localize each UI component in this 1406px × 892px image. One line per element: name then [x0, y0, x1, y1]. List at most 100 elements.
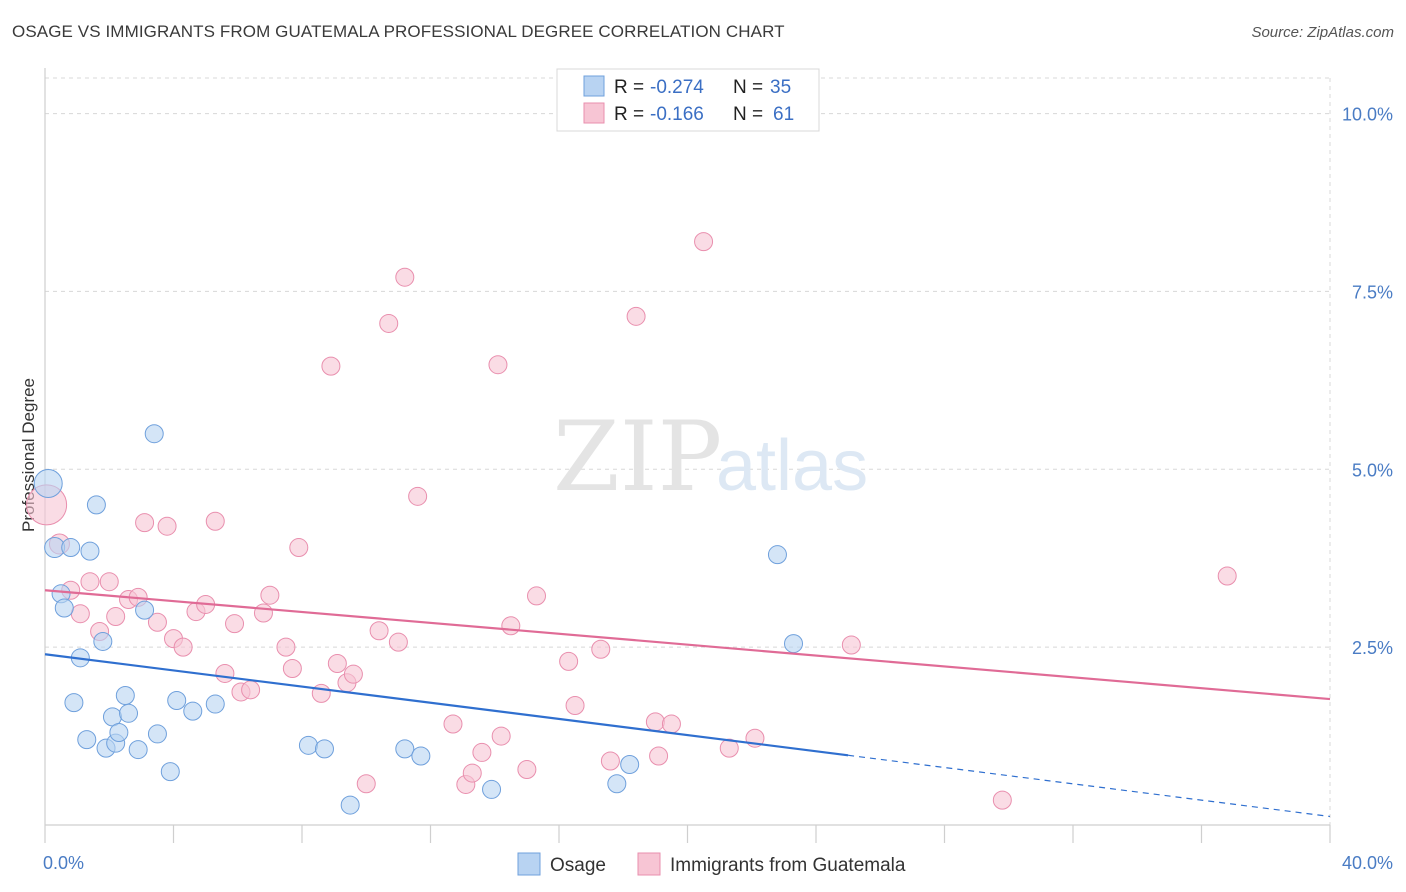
trend-line-guatemala	[44, 589, 1331, 701]
axes	[44, 68, 1331, 843]
data-point-guatemala	[408, 486, 428, 506]
data-point-guatemala	[70, 604, 90, 624]
legend-swatch-guatemala	[583, 102, 605, 124]
data-point-guatemala	[311, 683, 331, 703]
data-point-osage	[119, 703, 139, 723]
series-osage	[33, 424, 804, 815]
data-point-guatemala	[472, 742, 492, 762]
data-point-guatemala	[241, 680, 261, 700]
data-point-guatemala	[173, 637, 193, 657]
data-point-guatemala	[276, 637, 296, 657]
data-point-osage	[620, 755, 640, 775]
data-point-guatemala	[253, 603, 273, 623]
trend-line-osage-extension	[848, 754, 1331, 818]
data-point-osage	[482, 779, 502, 799]
legend-n-label-osage: N =	[733, 77, 763, 98]
data-point-guatemala	[694, 232, 714, 252]
source-credit: Source: ZipAtlas.com	[1251, 24, 1394, 41]
data-point-guatemala	[395, 267, 415, 287]
data-point-guatemala	[992, 790, 1012, 810]
data-point-guatemala	[356, 774, 376, 794]
data-point-guatemala	[135, 513, 155, 533]
data-point-osage	[135, 600, 155, 620]
trend-line-osage	[44, 653, 849, 757]
data-point-osage	[93, 631, 113, 651]
series-legend-swatch-osage	[517, 852, 541, 876]
data-point-guatemala	[565, 695, 585, 715]
data-point-guatemala	[462, 763, 482, 783]
data-point-guatemala	[205, 511, 225, 531]
data-point-osage	[314, 739, 334, 759]
legend-r-value-guatemala: -0.166	[650, 104, 704, 125]
chart-title: OSAGE VS IMMIGRANTS FROM GUATEMALA PROFE…	[12, 22, 785, 41]
data-point-guatemala	[1217, 566, 1237, 586]
data-point-osage	[33, 469, 63, 499]
data-point-guatemala	[388, 632, 408, 652]
data-point-guatemala	[527, 586, 547, 606]
data-point-osage	[86, 495, 106, 515]
data-point-guatemala	[225, 614, 245, 634]
data-point-guatemala	[488, 355, 508, 375]
data-point-osage	[784, 634, 804, 654]
data-point-guatemala	[491, 726, 511, 746]
data-point-guatemala	[501, 616, 521, 636]
data-point-osage	[61, 538, 81, 558]
correlation-legend: R = -0.274 N = 35 R = -0.166 N = 61	[556, 68, 820, 132]
watermark-atlas: atlas	[716, 426, 868, 506]
data-point-osage	[607, 774, 627, 794]
data-point-osage	[205, 694, 225, 714]
data-point-guatemala	[591, 639, 611, 659]
data-point-guatemala	[379, 313, 399, 333]
data-point-guatemala	[369, 621, 389, 641]
y-tick-label: 5.0%	[1352, 460, 1393, 480]
data-point-guatemala	[645, 712, 665, 732]
y-tick-labels: 2.5% 5.0% 7.5% 10.0%	[1342, 105, 1393, 659]
data-point-guatemala	[321, 356, 341, 376]
data-point-guatemala	[517, 760, 537, 780]
data-point-osage	[128, 740, 148, 760]
data-point-osage	[144, 424, 164, 444]
data-point-guatemala	[157, 516, 177, 536]
data-point-osage	[298, 735, 318, 755]
data-point-guatemala	[327, 654, 347, 674]
data-point-guatemala	[661, 714, 681, 734]
legend-swatch-osage	[583, 75, 605, 97]
data-point-guatemala	[443, 714, 463, 734]
data-point-osage	[115, 686, 135, 706]
series-legend-label-guatemala: Immigrants from Guatemala	[670, 855, 906, 876]
data-point-guatemala	[289, 538, 309, 558]
data-point-osage	[340, 795, 360, 815]
y-tick-label: 2.5%	[1352, 638, 1393, 658]
data-point-osage	[160, 762, 180, 782]
watermark: ZIP atlas	[553, 401, 868, 513]
data-point-guatemala	[260, 585, 280, 605]
series-legend-label-osage: Osage	[550, 855, 606, 876]
data-point-osage	[80, 541, 100, 561]
legend-n-value-osage: 35	[770, 77, 791, 98]
data-point-guatemala	[106, 607, 126, 627]
data-point-osage	[411, 746, 431, 766]
data-point-guatemala	[600, 751, 620, 771]
data-point-osage	[395, 739, 415, 759]
watermark-zip: ZIP	[553, 401, 722, 513]
legend-n-value-guatemala: 61	[773, 104, 794, 125]
data-point-guatemala	[99, 572, 119, 592]
legend-n-label-guatemala: N =	[733, 104, 763, 125]
data-point-osage	[767, 545, 787, 565]
data-point-guatemala	[841, 635, 861, 655]
data-point-guatemala	[559, 651, 579, 671]
data-point-osage	[54, 598, 74, 618]
data-point-guatemala	[282, 658, 302, 678]
trend-lines	[44, 589, 1331, 818]
legend-r-value-osage: -0.274	[650, 77, 704, 98]
data-point-osage	[167, 691, 187, 710]
data-point-guatemala	[626, 306, 646, 326]
data-point-guatemala	[147, 612, 167, 632]
legend-r-label-osage: R =	[614, 77, 644, 98]
data-point-guatemala	[343, 664, 363, 684]
data-point-guatemala	[719, 738, 739, 758]
x-tick-label: 40.0%	[1342, 853, 1393, 873]
x-tick-labels: 0.0% 40.0%	[43, 853, 1393, 873]
legend-r-label-guatemala: R =	[614, 104, 644, 125]
